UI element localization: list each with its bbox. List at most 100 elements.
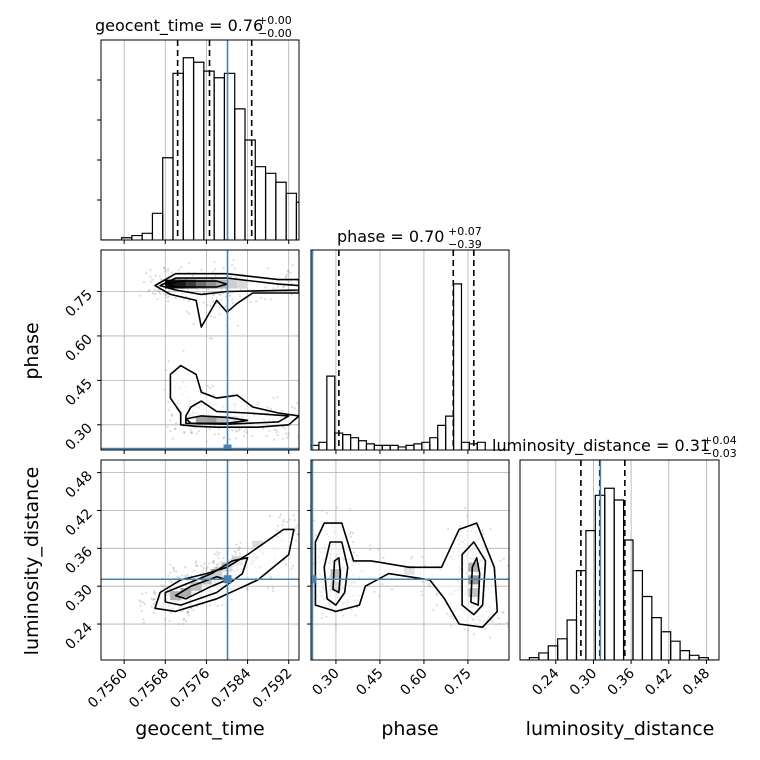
sample-point [153,598,156,601]
sample-point [246,588,249,591]
sample-point [213,316,216,319]
sample-point [313,519,316,522]
sample-point [213,260,216,263]
sample-point [244,428,247,431]
xlabel-geocent-time: geocent_time [135,718,264,740]
sample-point [498,622,502,626]
sample-point [281,286,284,289]
sample-point [216,566,219,569]
sample-point [287,432,290,435]
sample-point [432,608,435,612]
sample-point [170,414,174,417]
sample-point [268,514,271,518]
sample-point [217,562,220,565]
histogram-frame-luminosity_distance [519,459,720,661]
sample-point [229,275,232,278]
sample-point [409,557,413,560]
sample-point [295,526,298,529]
sample-point [285,273,289,276]
sample-point [272,287,275,290]
sample-point [192,569,195,572]
contour-phase_vs_geocent_time-1 [185,400,290,425]
sample-point [183,566,187,569]
sample-point [282,520,285,523]
density-content-phase_vs_geocent_time [101,250,299,450]
sample-point [278,516,281,519]
sample-point [231,302,235,305]
sample-point [506,621,509,625]
sample-point [272,438,276,441]
sample-point [275,529,279,532]
sample-point [168,619,171,623]
sample-point [421,555,424,558]
sample-point [195,288,198,291]
sample-point [182,618,186,621]
sample-point [228,292,231,295]
sample-point [354,614,357,617]
sample-point [231,554,234,557]
density-frame-luminosity_distance_vs_phase [310,459,510,661]
sample-point [436,593,439,596]
title-luminosity-distance-minus: −0.03 [703,447,737,460]
sample-point [421,580,424,583]
sample-point [232,258,235,262]
hist-bin-phase-18 [452,283,463,450]
title-geocent-time-minus: −0.00 [258,27,292,40]
contour-phase_vs_geocent_time-0 [169,364,299,428]
sample-point [219,293,222,297]
sample-point [255,300,258,303]
sample-point [167,289,171,293]
sample-point [261,427,265,430]
sample-point [181,574,184,577]
sample-point [218,552,221,555]
sample-point [239,295,242,298]
sample-point [222,556,225,560]
density-cell-phase_vs_geocent_time-7 [236,279,248,289]
sample-point [242,430,245,433]
hist-bin-geocent_time-19 [295,201,299,240]
histogram-frame-phase-frame [310,249,510,451]
hist-bin-phase-21 [476,441,486,450]
sample-point [275,431,278,434]
sample-point [287,435,290,438]
sample-point [381,583,384,586]
sample-point [165,293,168,297]
sample-point [212,293,215,296]
sample-point [215,563,219,567]
sample-point [171,566,175,569]
sample-point [282,285,286,288]
sample-point [186,610,189,613]
sample-point [175,570,178,573]
sample-point [237,548,240,552]
density-cell-luminosity_distance_vs_geocent_time-7 [252,540,264,550]
sample-point [499,559,502,562]
density-cell-phase_vs_geocent_time-5 [216,279,228,289]
sample-point [200,268,203,271]
sample-point [334,624,338,627]
sample-point [153,292,157,296]
sample-point [189,428,192,431]
sample-point [435,592,438,595]
sample-point [259,296,263,299]
sample-point [221,603,224,607]
sample-point [195,432,199,435]
sample-point [242,434,246,437]
sample-point [489,528,492,531]
sample-point [464,506,467,510]
sample-point [150,605,153,609]
sample-point [187,614,190,617]
sample-point [235,276,238,279]
sample-point [151,292,154,295]
sample-point [293,518,296,522]
sample-point [266,267,269,270]
sample-point [185,574,188,578]
sample-point [214,567,217,570]
sample-point [236,324,239,327]
sample-point [238,552,242,555]
sample-point [269,298,272,301]
contour-luminosity_distance_vs_phase-1 [323,541,349,606]
sample-point [181,623,185,626]
density-frame-luminosity_distance_vs_geocent_time-frame [100,459,300,661]
density-content-luminosity_distance_vs_phase [311,460,509,660]
